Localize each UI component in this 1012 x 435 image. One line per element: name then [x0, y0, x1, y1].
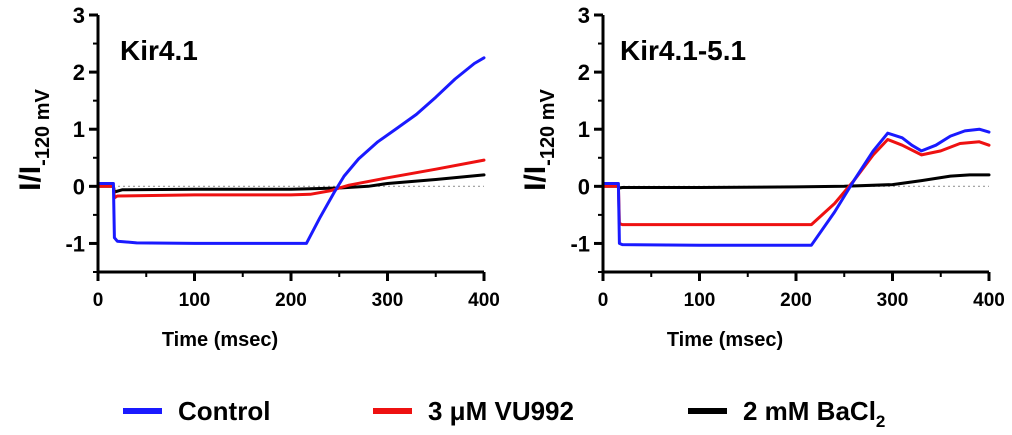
- plot-area: [601, 127, 991, 247]
- axis-ticks: 0 100 200 300 400 -1 0 1 2 3: [65, 3, 499, 311]
- legend-label-vu992: 3 μM VU992: [428, 396, 574, 426]
- legend-label-bacl2: 2 mM BaCl2: [743, 396, 885, 431]
- y-tick-label: -1: [570, 231, 590, 256]
- y-axis-label-subscript: -120 mV: [537, 88, 559, 165]
- x-tick-label: 200: [275, 290, 307, 311]
- plot-area: [96, 56, 486, 245]
- legend-label-bacl2-subscript: 2: [876, 412, 885, 431]
- y-tick-label: 3: [578, 3, 590, 28]
- x-tick-label: 400: [973, 290, 1005, 311]
- y-tick-label: 0: [578, 174, 590, 199]
- chart-panel-kir4-1-5-1: 0 100 200 300 400 -1 0 1 2 3 Kir4.1-5.1 Time (mse…: [519, 3, 1005, 351]
- x-tick-label: 100: [179, 290, 211, 311]
- x-tick-label: 100: [684, 290, 716, 311]
- x-tick-label: 0: [93, 290, 104, 311]
- series-line-bacl2: [96, 173, 486, 194]
- legend-label-control: Control: [178, 396, 270, 426]
- chart-title: Kir4.1: [120, 35, 198, 66]
- y-axis-label: I/I-120 mV: [519, 88, 559, 190]
- y-tick-label: 3: [73, 3, 85, 28]
- y-axis-label: I/I-120 mV: [14, 88, 54, 190]
- series-line-bacl2: [601, 173, 991, 190]
- legend-item-vu992: 3 μM VU992: [373, 396, 574, 426]
- y-tick-label: 1: [578, 117, 590, 142]
- y-tick-label: -1: [65, 231, 85, 256]
- x-axis-label: Time (msec): [667, 329, 783, 351]
- legend: Control 3 μM VU992 2 mM BaCl2: [123, 396, 885, 431]
- series-line-vu992: [601, 138, 991, 227]
- chart-panel-kir4-1: 0 100 200 300 400 -1 0 1 2 3 Kir4.1 Time (msec) I…: [14, 3, 500, 351]
- y-tick-label: 2: [578, 60, 590, 85]
- x-tick-label: 300: [372, 290, 404, 311]
- x-tick-label: 200: [780, 290, 812, 311]
- y-tick-label: 0: [73, 174, 85, 199]
- legend-item-control: Control: [123, 396, 270, 426]
- series-line-control: [96, 56, 486, 245]
- series-line-control: [601, 127, 991, 247]
- chart-title: Kir4.1-5.1: [620, 35, 746, 66]
- legend-item-bacl2: 2 mM BaCl2: [688, 396, 885, 431]
- legend-label-bacl2-main: 2 mM BaCl: [743, 396, 876, 426]
- axis-ticks: 0 100 200 300 400 -1 0 1 2 3: [570, 3, 1004, 311]
- x-tick-label: 400: [468, 290, 500, 311]
- y-axis-label-subscript: -120 mV: [32, 88, 54, 165]
- y-tick-label: 2: [73, 60, 85, 85]
- y-tick-label: 1: [73, 117, 85, 142]
- x-tick-label: 300: [877, 290, 909, 311]
- x-axis-label: Time (msec): [162, 329, 278, 351]
- y-axis-label-main: I/I: [519, 166, 552, 191]
- x-tick-label: 0: [598, 290, 609, 311]
- y-axis-label-main: I/I: [14, 166, 47, 191]
